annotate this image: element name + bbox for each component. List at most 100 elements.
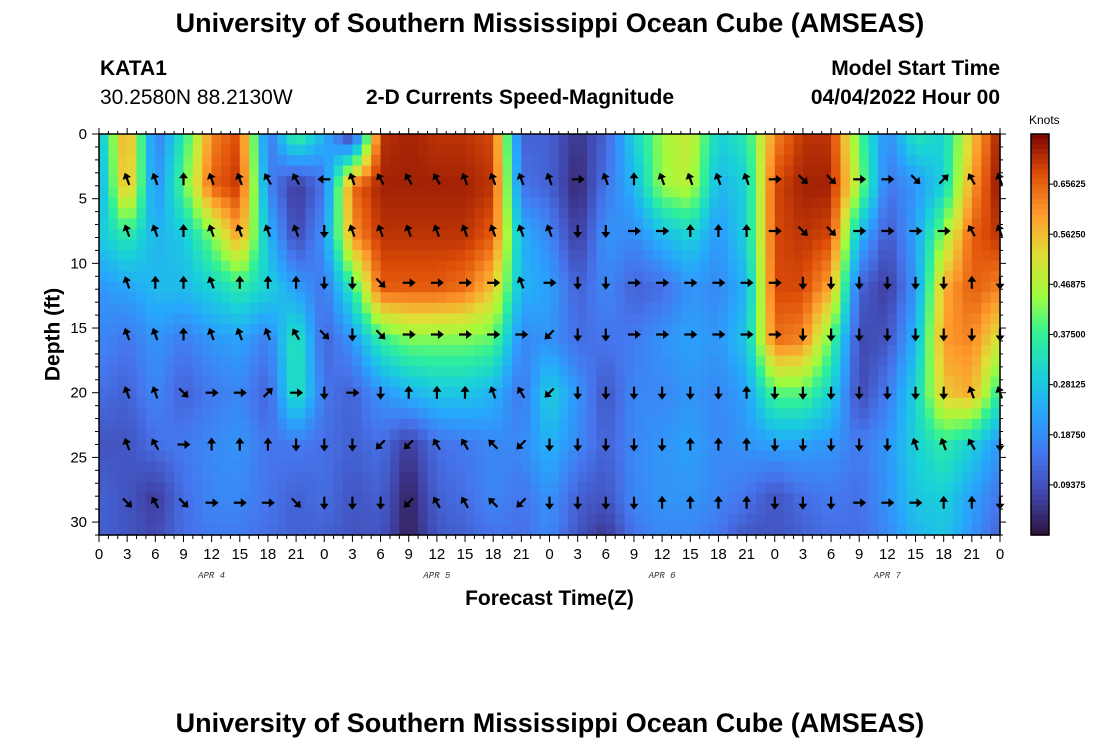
heat-cell	[802, 197, 813, 209]
heat-cell	[924, 155, 935, 167]
heat-cell	[174, 524, 185, 536]
heat-cell	[483, 271, 494, 283]
heat-cell	[934, 355, 945, 367]
heat-cell	[840, 207, 851, 220]
heat-cell	[389, 513, 400, 526]
colorbar-tick-label: 0.37500	[1053, 330, 1086, 340]
heat-cell	[915, 461, 926, 473]
heat-cell	[493, 228, 504, 241]
heat-cell	[314, 176, 325, 188]
heat-cell	[953, 281, 964, 293]
heat-cell	[643, 134, 654, 146]
heat-cell	[971, 292, 982, 304]
heat-cell	[699, 461, 710, 473]
heat-cell	[915, 323, 926, 336]
current-vector	[404, 385, 414, 399]
heat-cell	[605, 228, 616, 241]
heat-cell	[990, 271, 1001, 283]
heat-cell	[849, 397, 860, 409]
heat-cell	[296, 355, 307, 367]
heat-cell	[953, 292, 964, 304]
current-vector	[601, 496, 611, 510]
heat-cell	[605, 482, 616, 494]
heat-cell	[99, 228, 109, 241]
heat-cell	[483, 218, 494, 230]
heat-cell	[877, 155, 888, 167]
heat-cell	[662, 397, 673, 409]
heat-cell	[389, 482, 400, 494]
heat-cell	[558, 440, 569, 452]
heat-cell	[521, 239, 532, 251]
heat-cell	[755, 218, 766, 230]
colorbar-segment	[1031, 529, 1049, 536]
heat-cell	[474, 260, 485, 272]
heat-cell	[924, 250, 935, 262]
heat-cell	[755, 260, 766, 272]
heat-cell	[652, 450, 663, 462]
current-vector	[319, 386, 329, 400]
heat-cell	[305, 492, 316, 504]
heat-cell	[802, 492, 813, 504]
heat-cell	[145, 155, 156, 167]
heat-cell	[680, 440, 691, 452]
colorbar: 0.656250.562500.468750.375000.281250.187…	[1030, 133, 1086, 536]
heat-cell	[483, 482, 494, 494]
heat-cell	[493, 440, 504, 452]
heat-cell	[127, 482, 138, 494]
heat-cell	[117, 482, 128, 494]
heat-cell	[164, 197, 175, 209]
heat-cell	[849, 450, 860, 462]
heat-cell	[108, 165, 119, 177]
heat-cell	[868, 228, 879, 241]
heat-cell	[436, 376, 447, 388]
heat-cell	[643, 408, 654, 420]
heat-cell	[868, 292, 879, 304]
current-vector	[797, 174, 808, 185]
heat-cell	[174, 155, 185, 167]
heat-cell	[511, 176, 522, 188]
heat-cell	[296, 482, 307, 494]
heat-cell	[784, 281, 795, 293]
heat-cell	[277, 197, 288, 209]
colorbar-segment	[1031, 374, 1049, 381]
heat-cell	[145, 281, 156, 293]
heat-cell	[690, 355, 701, 367]
heat-cell	[455, 165, 466, 177]
heat-cell	[746, 250, 757, 262]
heat-cell	[727, 271, 738, 283]
heat-cell	[924, 292, 935, 304]
heat-cell	[690, 228, 701, 241]
heat-cell	[615, 345, 626, 357]
heat-cell	[896, 334, 907, 346]
heat-cell	[718, 429, 729, 441]
heat-cell	[249, 366, 260, 378]
heat-cell	[793, 492, 804, 504]
heat-cell	[840, 492, 851, 504]
heat-cell	[849, 492, 860, 504]
heat-cell	[239, 186, 250, 198]
heat-cell	[249, 345, 260, 357]
heat-cell	[352, 271, 363, 283]
heat-cell	[380, 239, 391, 251]
heat-cell	[990, 207, 1001, 220]
heat-cell	[221, 376, 231, 388]
heat-cell	[192, 260, 203, 272]
heat-cell	[540, 376, 551, 388]
heat-cell	[549, 440, 560, 452]
heat-cell	[502, 313, 513, 325]
heat-cell	[558, 144, 569, 156]
heat-cell	[793, 281, 804, 293]
heat-cell	[136, 323, 147, 336]
heat-cell	[690, 218, 701, 230]
heat-cell	[493, 492, 504, 504]
heat-cell	[624, 418, 635, 431]
heat-cell	[943, 281, 954, 293]
heat-cell	[493, 271, 504, 283]
heat-cell	[877, 271, 888, 283]
heat-cell	[239, 134, 250, 146]
heat-cell	[474, 218, 485, 230]
heat-cell	[652, 418, 663, 431]
colorbar-segment	[1031, 194, 1049, 200]
heat-cell	[127, 197, 138, 209]
heat-cell	[455, 302, 466, 314]
